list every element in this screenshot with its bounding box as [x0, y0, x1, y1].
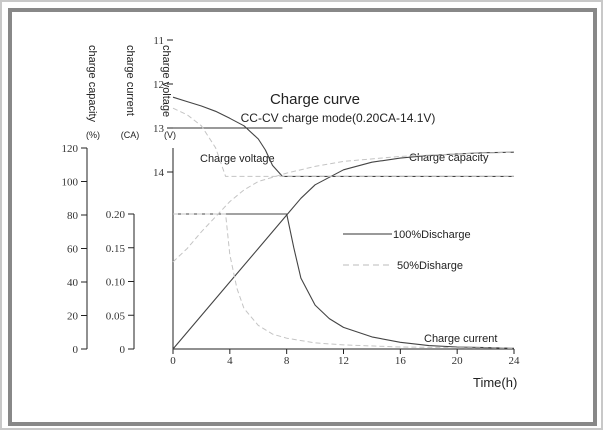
- solid-capacity-curve: [172, 151, 515, 350]
- x-tick-label: 20: [452, 355, 464, 367]
- inner-frame: [8, 8, 597, 426]
- legend-50-discharge: 50%Disharge: [397, 260, 463, 272]
- voltage-tick-label: 12: [153, 79, 164, 91]
- chart-subtitle: CC-CV charge mode(0.20CA-14.1V): [241, 111, 436, 125]
- dashed-current-curve: [173, 213, 515, 349]
- solid-voltage-curve: [172, 96, 514, 177]
- x-tick-label: 16: [395, 355, 407, 367]
- curve-group: [172, 96, 515, 350]
- voltage-axis-unit: (V): [164, 130, 176, 140]
- capacity-tick-label: 20: [67, 311, 79, 323]
- current-tick-label: 0.05: [106, 310, 126, 322]
- capacity-tick-label: 100: [62, 177, 79, 189]
- dashed-capacity-curve: [172, 151, 515, 263]
- x-tick-label: 4: [227, 355, 233, 367]
- voltage-tick-label: 14: [153, 167, 165, 179]
- x-tick-label: 12: [338, 355, 349, 367]
- capacity-tick-label: 80: [67, 210, 79, 222]
- current-tick-label: 0.20: [106, 209, 126, 221]
- x-tick-label: 24: [509, 355, 521, 367]
- voltage-tick-label: 13: [153, 123, 165, 135]
- x-tick-label: 8: [284, 355, 290, 367]
- x-axis-title: Time(h): [473, 375, 517, 390]
- solid-current-curve: [173, 213, 515, 349]
- voltage-tick-label: 11: [153, 35, 164, 47]
- x-tick-label: 0: [170, 355, 176, 367]
- charge-voltage-label: Charge voltage: [200, 153, 275, 165]
- capacity-axis-unit: (%): [86, 130, 100, 140]
- current-axis-unit: (CA): [121, 130, 140, 140]
- current-axis-title: charge current: [124, 45, 136, 116]
- charge-current-label: Charge current: [424, 333, 497, 345]
- capacity-tick-label: 0: [73, 344, 79, 356]
- capacity-tick-label: 40: [67, 277, 79, 289]
- current-tick-label: 0.15: [106, 243, 126, 255]
- chart-title: Charge curve: [270, 91, 360, 108]
- current-tick-label: 0: [120, 344, 126, 356]
- voltage-axis-title: charge voltage: [160, 45, 172, 117]
- dashed-voltage-curve: [172, 107, 514, 177]
- current-tick-label: 0.10: [106, 277, 126, 289]
- capacity-tick-label: 60: [67, 244, 79, 256]
- capacity-tick-label: 120: [62, 143, 79, 155]
- legend-100-discharge: 100%Discharge: [393, 229, 471, 241]
- capacity-axis-title: charge capacity: [86, 45, 98, 123]
- tick-group: 02040608010012000.050.100.150.2011121314…: [62, 35, 521, 367]
